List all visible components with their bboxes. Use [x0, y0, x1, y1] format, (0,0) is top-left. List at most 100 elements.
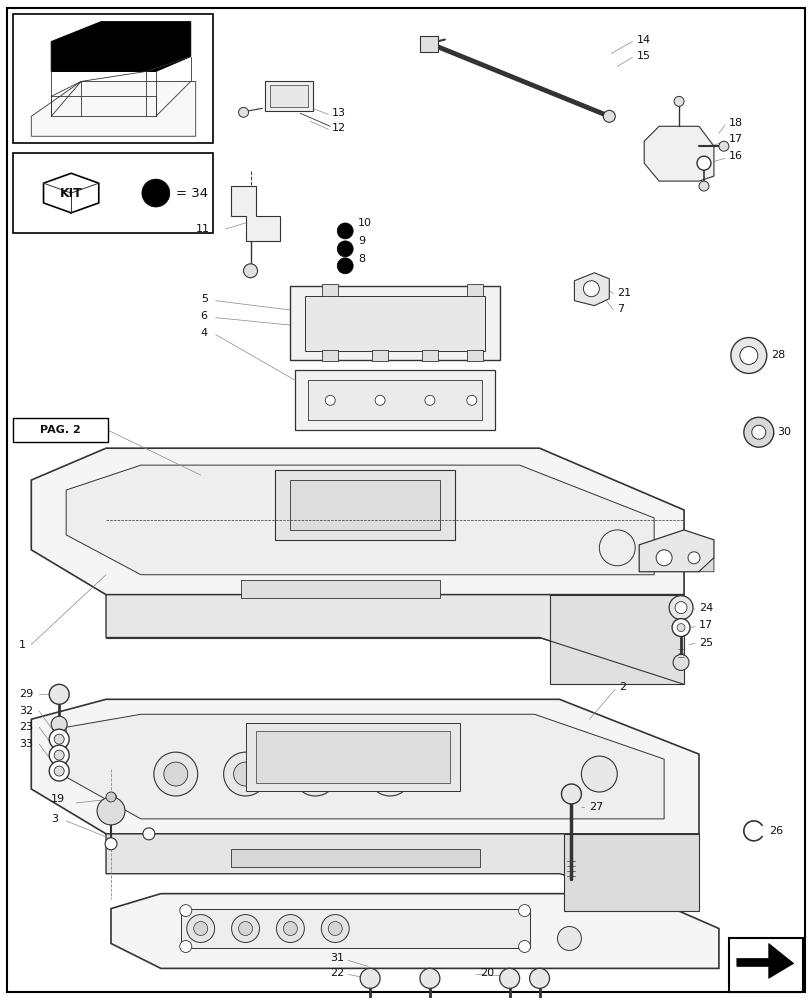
- Circle shape: [337, 258, 353, 274]
- Circle shape: [673, 96, 683, 106]
- Text: 30: 30: [776, 427, 790, 437]
- Text: 31: 31: [330, 953, 344, 963]
- Circle shape: [303, 762, 327, 786]
- Text: 32: 32: [19, 706, 33, 716]
- Polygon shape: [111, 894, 718, 968]
- Circle shape: [367, 752, 411, 796]
- Text: 22: 22: [330, 968, 344, 978]
- Circle shape: [375, 395, 384, 405]
- Circle shape: [238, 107, 248, 117]
- Circle shape: [672, 654, 689, 670]
- Text: 18: 18: [728, 118, 742, 128]
- Bar: [322, 350, 338, 361]
- Circle shape: [730, 338, 766, 373]
- Bar: [270, 85, 308, 107]
- Circle shape: [49, 684, 69, 704]
- Bar: [322, 284, 338, 296]
- Text: 25: 25: [698, 638, 712, 648]
- Polygon shape: [51, 22, 191, 71]
- Text: 21: 21: [616, 288, 631, 298]
- Bar: [466, 350, 483, 361]
- Polygon shape: [308, 380, 481, 420]
- Polygon shape: [643, 126, 713, 181]
- Circle shape: [234, 762, 257, 786]
- Polygon shape: [230, 186, 280, 241]
- Circle shape: [49, 745, 69, 765]
- Circle shape: [49, 761, 69, 781]
- Circle shape: [54, 750, 64, 760]
- Text: 26: 26: [768, 826, 782, 836]
- Polygon shape: [66, 465, 654, 575]
- Circle shape: [54, 766, 64, 776]
- Circle shape: [243, 264, 257, 278]
- Text: 14: 14: [637, 35, 650, 45]
- Circle shape: [739, 347, 757, 364]
- Circle shape: [674, 602, 686, 614]
- Circle shape: [54, 734, 64, 744]
- Polygon shape: [564, 834, 698, 911]
- Circle shape: [582, 281, 599, 297]
- Circle shape: [518, 940, 530, 952]
- Text: 4: 4: [200, 328, 208, 338]
- Circle shape: [49, 729, 69, 749]
- Bar: [265, 81, 313, 111]
- Circle shape: [603, 110, 615, 122]
- Text: 17: 17: [698, 620, 712, 630]
- Text: 24: 24: [698, 603, 712, 613]
- Text: 23: 23: [19, 722, 33, 732]
- Circle shape: [283, 922, 297, 936]
- Text: 12: 12: [332, 123, 346, 133]
- Text: 8: 8: [358, 254, 365, 264]
- Polygon shape: [106, 834, 698, 911]
- Bar: [13, 14, 212, 143]
- Circle shape: [276, 915, 304, 942]
- Circle shape: [106, 792, 116, 802]
- Text: 10: 10: [358, 218, 371, 228]
- Text: 20: 20: [479, 968, 493, 978]
- Text: 28: 28: [770, 350, 784, 360]
- Bar: [13, 418, 108, 442]
- Circle shape: [321, 915, 349, 942]
- Bar: [371, 350, 388, 361]
- Circle shape: [378, 762, 401, 786]
- Polygon shape: [638, 530, 713, 572]
- Circle shape: [105, 838, 117, 850]
- Circle shape: [360, 968, 380, 988]
- Circle shape: [718, 141, 728, 151]
- Circle shape: [743, 417, 773, 447]
- Circle shape: [142, 179, 169, 207]
- Text: 17: 17: [728, 134, 742, 144]
- Text: KIT: KIT: [60, 187, 83, 200]
- Polygon shape: [736, 943, 792, 978]
- Bar: [466, 284, 483, 296]
- Polygon shape: [32, 448, 683, 595]
- Circle shape: [518, 905, 530, 917]
- Circle shape: [187, 915, 214, 942]
- Circle shape: [223, 752, 267, 796]
- Text: 19: 19: [51, 794, 65, 804]
- Text: PAG. 2: PAG. 2: [40, 425, 80, 435]
- Circle shape: [337, 223, 353, 239]
- Circle shape: [696, 156, 710, 170]
- Text: 6: 6: [200, 311, 208, 321]
- Text: 29: 29: [19, 689, 33, 699]
- Bar: [419, 36, 437, 52]
- Polygon shape: [290, 480, 440, 530]
- Circle shape: [419, 968, 440, 988]
- Circle shape: [97, 797, 125, 825]
- Circle shape: [687, 552, 699, 564]
- Circle shape: [328, 922, 341, 936]
- Text: 9: 9: [358, 236, 365, 246]
- Bar: [728, 938, 801, 992]
- Circle shape: [51, 716, 67, 732]
- Bar: [422, 350, 437, 361]
- Polygon shape: [295, 370, 494, 430]
- Circle shape: [560, 784, 581, 804]
- Circle shape: [672, 619, 689, 637]
- Polygon shape: [240, 580, 440, 598]
- Circle shape: [581, 756, 616, 792]
- Circle shape: [698, 181, 708, 191]
- Circle shape: [231, 915, 260, 942]
- Circle shape: [529, 968, 549, 988]
- Polygon shape: [106, 595, 683, 684]
